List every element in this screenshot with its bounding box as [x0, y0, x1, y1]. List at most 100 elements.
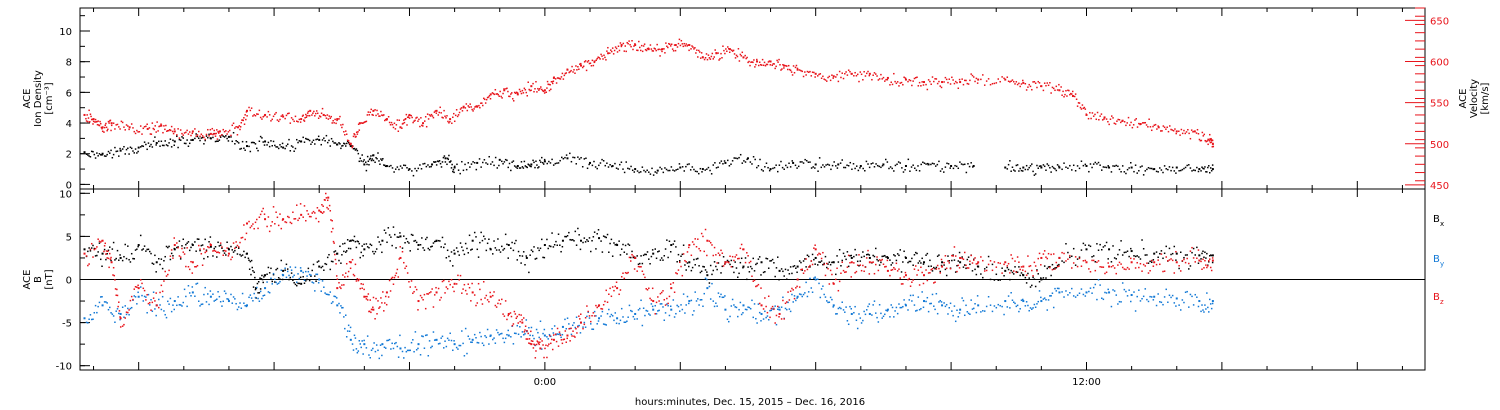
bottom-data-dot [680, 255, 682, 258]
bottom-data-dot [190, 295, 192, 297]
top-data-dot [1120, 171, 1122, 173]
bottom-data-dot [167, 273, 169, 276]
top-data-dot [1189, 137, 1192, 140]
bottom-data-dot [145, 299, 147, 301]
top-data-dot [1027, 168, 1029, 171]
top-data-dot [394, 128, 397, 130]
bottom-data-dot [631, 253, 633, 256]
top-data-dot [912, 164, 914, 166]
top-data-dot [1162, 171, 1164, 174]
top-data-point [1211, 168, 1214, 171]
bottom-data-dot [312, 282, 315, 284]
top-data-point [715, 52, 718, 55]
bottom-data-dot [568, 323, 570, 325]
top-data-dot [859, 71, 862, 73]
bottom-data-dot [148, 301, 151, 304]
bottom-data-dot [240, 307, 243, 309]
bottom-data-point [850, 261, 853, 264]
top-data-dot [396, 166, 399, 168]
top-data-dot [214, 135, 217, 137]
bottom-data-dot [520, 314, 522, 316]
top-data-dot [728, 51, 731, 54]
top-data-dot [572, 71, 574, 73]
bottom-data-dot [384, 347, 387, 349]
top-data-dot [212, 133, 215, 135]
bottom-data-dot [1089, 287, 1092, 289]
bottom-data-dot [702, 305, 704, 308]
top-data-dot [556, 162, 558, 164]
bottom-data-point [83, 248, 86, 251]
bottom-data-dot [527, 332, 529, 335]
top-data-dot [257, 113, 259, 116]
bottom-data-dot [1120, 263, 1122, 265]
top-data-dot [598, 164, 600, 167]
top-data-dot [489, 97, 492, 100]
top-data-dot [357, 123, 360, 126]
top-data-dot [864, 169, 866, 172]
top-data-dot [631, 40, 633, 42]
bottom-data-dot [509, 312, 512, 314]
top-data-dot [870, 163, 872, 165]
bottom-data-dot [660, 291, 663, 294]
bottom-data-dot [525, 338, 528, 340]
top-data-dot [197, 137, 200, 140]
top-data-dot [305, 113, 307, 116]
bottom-data-dot [467, 252, 470, 254]
bottom-data-dot [136, 303, 138, 305]
bottom-data-dot [285, 221, 288, 224]
top-data-dot [1016, 83, 1019, 86]
bottom-data-dot [275, 268, 277, 271]
bottom-data-dot [226, 298, 228, 300]
top-data-dot [235, 126, 237, 128]
bottom-data-point [318, 265, 321, 268]
bottom-data-dot [654, 313, 656, 315]
bottom-data-dot [417, 309, 419, 311]
bottom-data-dot [902, 261, 904, 263]
top-data-dot [104, 124, 107, 127]
bottom-data-dot [912, 279, 914, 281]
bottom-data-dot [335, 275, 338, 277]
bottom-data-dot [226, 247, 228, 249]
bottom-data-dot [1209, 298, 1211, 301]
top-data-dot [700, 52, 703, 54]
bottom-data-dot [1150, 296, 1153, 298]
bottom-data-dot [864, 313, 867, 316]
bottom-data-dot [493, 240, 495, 242]
bottom-data-dot [971, 262, 974, 264]
bottom-data-point [318, 278, 321, 281]
bottom-data-dot [548, 333, 551, 336]
bottom-data-point [796, 265, 799, 268]
top-data-dot [325, 134, 328, 137]
bottom-data-dot [539, 338, 542, 340]
top-data-dot [1139, 166, 1142, 168]
top-data-dot [431, 115, 434, 117]
bottom-data-dot [771, 308, 774, 310]
bottom-data-dot [1084, 244, 1087, 246]
bottom-data-point [616, 244, 619, 247]
top-data-dot [101, 154, 103, 156]
bottom-data-dot [312, 210, 315, 213]
top-data-point [688, 44, 691, 47]
bottom-data-dot [506, 243, 508, 246]
bottom-data-point [778, 312, 781, 315]
bottom-data-dot [222, 254, 224, 257]
top-data-dot [358, 160, 361, 163]
bottom-data-dot [1159, 263, 1161, 266]
bottom-data-dot [1157, 256, 1159, 259]
bottom-data-dot [793, 265, 796, 267]
bottom-data-dot [667, 256, 669, 259]
top-data-dot [360, 160, 362, 162]
top-data-dot [211, 127, 214, 130]
top-data-dot [485, 98, 488, 101]
bottom-data-dot [767, 318, 770, 321]
bottom-data-dot [1010, 291, 1012, 294]
top-data-dot [645, 49, 648, 52]
top-data-dot [798, 69, 801, 71]
bottom-data-dot [1011, 271, 1014, 274]
top-data-dot [1084, 163, 1087, 166]
bottom-data-dot [1042, 298, 1045, 300]
top-data-dot [365, 120, 368, 123]
top-data-dot [332, 140, 334, 143]
top-data-dot [355, 135, 357, 138]
bottom-data-dot [933, 266, 935, 269]
